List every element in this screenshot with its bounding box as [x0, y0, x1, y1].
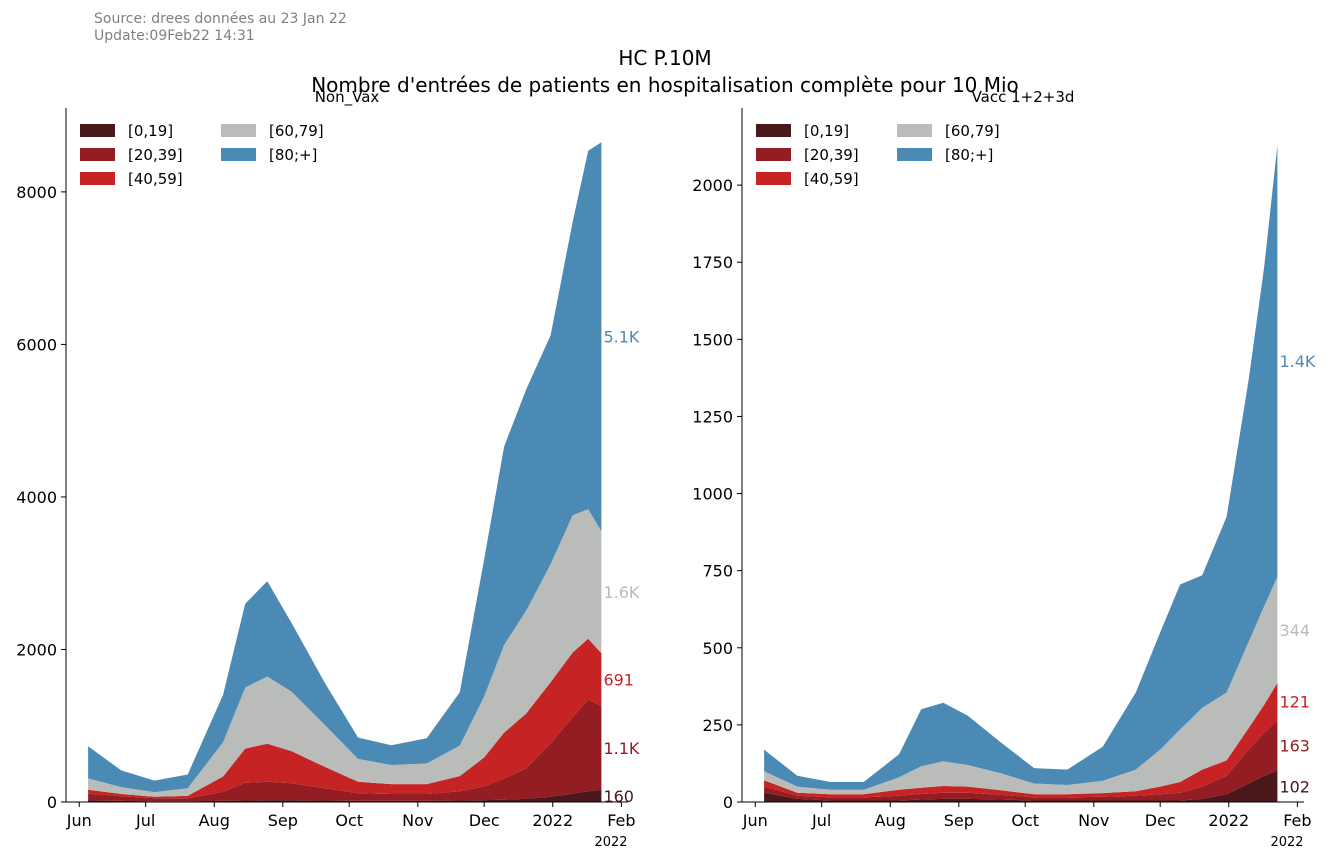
legend-entry: [80;+]	[945, 146, 993, 164]
y-tick-label: 2000	[692, 176, 733, 195]
end-label: 163	[1279, 736, 1310, 755]
x-tick-label: Feb	[607, 811, 635, 830]
legend-entry: [20,39]	[128, 146, 183, 164]
chart-subtitle: Nombre d'entrées de patients en hospital…	[311, 73, 1019, 97]
panel-title: Non_Vax	[315, 88, 380, 107]
y-tick-label: 8000	[16, 183, 57, 202]
y-tick-label: 500	[702, 639, 733, 658]
y-tick-label: 750	[702, 562, 733, 581]
y-tick-label: 2000	[16, 640, 57, 659]
y-tick-label: 0	[47, 793, 57, 812]
x-tick-label: Aug	[875, 811, 906, 830]
y-tick-label: 0	[723, 793, 733, 812]
x-tick-label: 2022	[1208, 811, 1249, 830]
y-tick-label: 1000	[692, 485, 733, 504]
x-tick-label: Jul	[135, 811, 155, 830]
legend-entry: [40,59]	[128, 170, 183, 188]
end-label: 102	[1279, 777, 1310, 796]
area-80	[764, 145, 1278, 790]
x-tick-label: 2022	[532, 811, 573, 830]
y-tick-label: 1500	[692, 330, 733, 349]
legend-entry: [60,79]	[945, 122, 1000, 140]
panel-vacc: 102 163 121 344 1.4K 0 250 500 750 1000 1250 1500 17…	[692, 88, 1316, 850]
panel-title: Vacc 1+2+3d	[972, 88, 1075, 106]
legend-entry: [20,39]	[804, 146, 859, 164]
legend-swatch	[897, 124, 932, 137]
legend-swatch	[80, 124, 115, 137]
x-tick-label: Nov	[1078, 811, 1109, 830]
x-tick-label: Feb	[1283, 811, 1311, 830]
end-label: 691	[603, 671, 634, 690]
x-offset-label: 2022	[594, 835, 627, 850]
area-2039	[88, 699, 602, 802]
x-tick-label: Oct	[335, 811, 363, 830]
legend-swatch	[756, 148, 791, 161]
legend-entry: [80;+]	[269, 146, 317, 164]
end-label: 344	[1279, 621, 1310, 640]
x-tick-label: Jul	[811, 811, 831, 830]
area-019	[88, 789, 602, 802]
y-tick-label: 250	[702, 716, 733, 735]
x-tick-label: Aug	[199, 811, 230, 830]
chart-title: HC P.10M	[618, 46, 711, 70]
legend-swatch	[80, 172, 115, 185]
legend-entry: [60,79]	[269, 122, 324, 140]
end-label: 1.1K	[603, 739, 639, 758]
x-tick-label: Sep	[944, 811, 974, 830]
area-019	[764, 770, 1278, 802]
area-2039	[764, 720, 1278, 801]
x-tick-label: Oct	[1011, 811, 1039, 830]
y-tick-label: 6000	[16, 335, 57, 354]
legend-swatch	[756, 172, 791, 185]
y-tick-label: 1250	[692, 407, 733, 426]
end-label: 1.4K	[1279, 352, 1315, 371]
panel-non-vax: 160 1.1K 691 1.6K 5.1K 0 2000 4000 6000 8000 Jun Ju…	[16, 88, 640, 850]
legend-entry: [0,19]	[804, 122, 849, 140]
legend-entry: [40,59]	[804, 170, 859, 188]
x-tick-label: Nov	[402, 811, 433, 830]
area-80	[88, 142, 602, 793]
x-tick-label: Dec	[469, 811, 500, 830]
x-tick-label: Jun	[66, 811, 92, 830]
legend-swatch	[897, 148, 932, 161]
end-label: 160	[603, 787, 634, 806]
y-tick-label: 4000	[16, 488, 57, 507]
source-text: Source: drees données au 23 Jan 22	[94, 11, 347, 27]
y-tick-label: 1750	[692, 253, 733, 272]
end-label: 121	[1279, 693, 1310, 712]
legend-entry: [0,19]	[128, 122, 173, 140]
update-text: Update:09Feb22 14:31	[94, 28, 255, 44]
legend-swatch	[756, 124, 791, 137]
x-offset-label: 2022	[1270, 835, 1303, 850]
legend-swatch	[221, 124, 256, 137]
x-tick-label: Sep	[268, 811, 298, 830]
legend-swatch	[80, 148, 115, 161]
end-label: 5.1K	[603, 328, 639, 347]
legend-swatch	[221, 148, 256, 161]
end-label: 1.6K	[603, 583, 639, 602]
x-tick-label: Dec	[1145, 811, 1176, 830]
area-6079	[88, 509, 602, 797]
x-tick-label: Jun	[742, 811, 768, 830]
